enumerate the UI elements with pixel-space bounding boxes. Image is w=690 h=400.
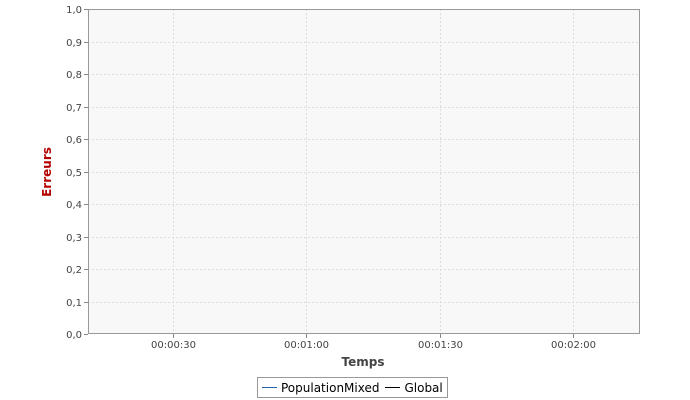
y-tick-label: 0,2 xyxy=(66,265,82,276)
legend-item-global: Global xyxy=(385,380,443,395)
plot-area xyxy=(88,9,640,334)
x-tick-label: 00:00:30 xyxy=(151,340,196,351)
y-tick-label: 1,0 xyxy=(66,5,82,16)
y-tick-label: 0,4 xyxy=(66,200,82,211)
y-axis-title: Erreurs xyxy=(40,147,54,197)
y-tick-label: 0,1 xyxy=(66,298,82,309)
x-tick-label: 00:01:30 xyxy=(418,340,463,351)
legend-label-populationmixed: PopulationMixed xyxy=(281,380,380,395)
y-tick-label: 0,7 xyxy=(66,103,82,114)
x-axis: 00:00:30 00:01:00 00:01:30 00:02:00 xyxy=(151,334,596,351)
y-tick-label: 0,9 xyxy=(66,38,82,49)
legend-label-global: Global xyxy=(404,380,443,395)
legend: PopulationMixed Global xyxy=(257,377,448,398)
x-axis-title: Temps xyxy=(342,355,385,369)
legend-swatch-global xyxy=(385,387,401,388)
plot-border xyxy=(88,9,640,334)
y-tick-label: 0,3 xyxy=(66,233,82,244)
x-tick-label: 00:02:00 xyxy=(551,340,596,351)
y-tick-label: 0,0 xyxy=(66,330,82,341)
y-tick-label: 0,8 xyxy=(66,70,82,81)
legend-item-populationmixed: PopulationMixed xyxy=(262,381,379,395)
y-axis: 0,0 0,1 0,2 0,3 0,4 0,5 0,6 0,7 0,8 0,9 1,0 xyxy=(66,5,88,341)
y-tick-label: 0,6 xyxy=(66,135,82,146)
x-tick-label: 00:01:00 xyxy=(284,340,329,351)
legend-swatch-populationmixed xyxy=(262,387,277,388)
y-tick-label: 0,5 xyxy=(66,168,82,179)
